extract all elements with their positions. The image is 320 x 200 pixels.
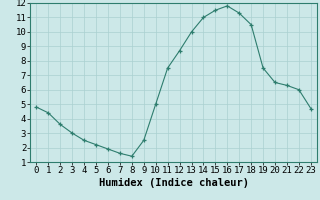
X-axis label: Humidex (Indice chaleur): Humidex (Indice chaleur): [99, 178, 249, 188]
